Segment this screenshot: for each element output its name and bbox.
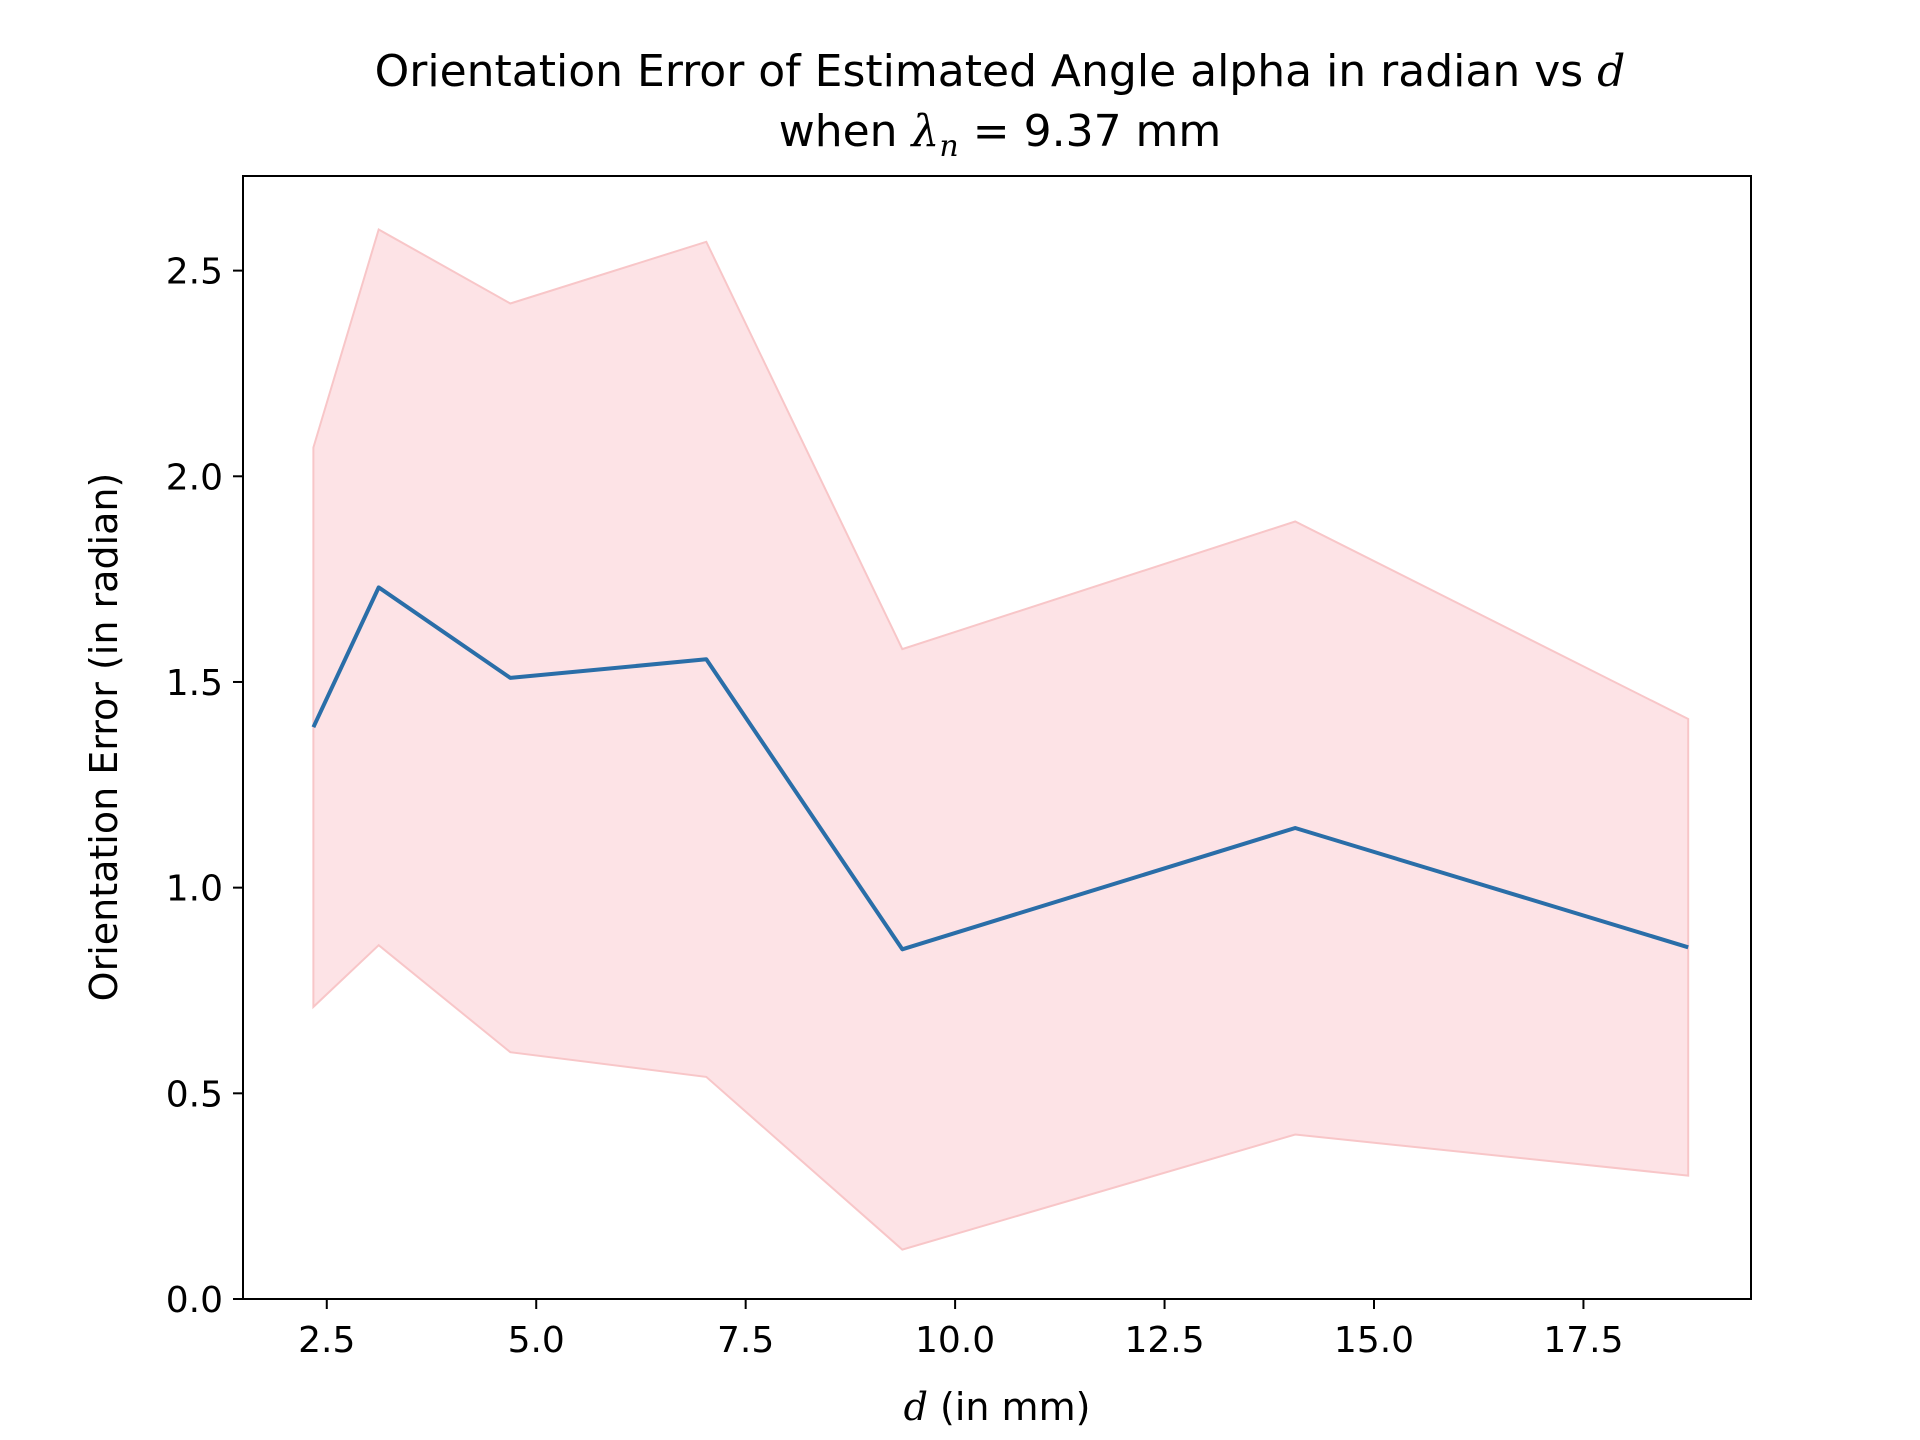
x-tick-label: 15.0 (1334, 1320, 1414, 1361)
chart-title-line-1: Orientation Error of Estimated Angle alp… (375, 46, 1626, 97)
series-line-layer (311, 585, 1689, 952)
chart-title-line-2: when λn = 9.37 mm (779, 106, 1222, 164)
confidence-band-layer (312, 228, 1690, 1251)
plot-frame (242, 175, 1752, 1300)
x-tick-label: 17.5 (1543, 1320, 1623, 1361)
x-tick-label: 5.0 (508, 1320, 565, 1361)
x-tick-label: 7.5 (717, 1320, 774, 1361)
x-axis-ticks: 2.5 5.0 7.5 10.0 12.5 15.0 17.5 (298, 1299, 1624, 1361)
y-axis-label: Orientation Error (in radian) (82, 473, 126, 1002)
x-tick-label: 10.0 (915, 1320, 995, 1361)
y-tick-label: 2.5 (166, 252, 223, 293)
x-tick-label: 2.5 (298, 1320, 355, 1361)
x-axis-label: d (in mm) (904, 1385, 1091, 1429)
x-tick-label: 12.5 (1124, 1320, 1204, 1361)
y-tick-label: 1.0 (166, 869, 223, 910)
y-axis-ticks: 0.0 0.5 1.0 1.5 2.0 2.5 (166, 252, 243, 1321)
confidence-band-0 (312, 228, 1690, 1251)
y-tick-label: 2.0 (166, 457, 223, 498)
series-line-0 (311, 585, 1689, 952)
y-tick-label: 0.0 (166, 1280, 223, 1321)
y-tick-label: 1.5 (166, 663, 223, 704)
y-tick-label: 0.5 (166, 1074, 223, 1115)
